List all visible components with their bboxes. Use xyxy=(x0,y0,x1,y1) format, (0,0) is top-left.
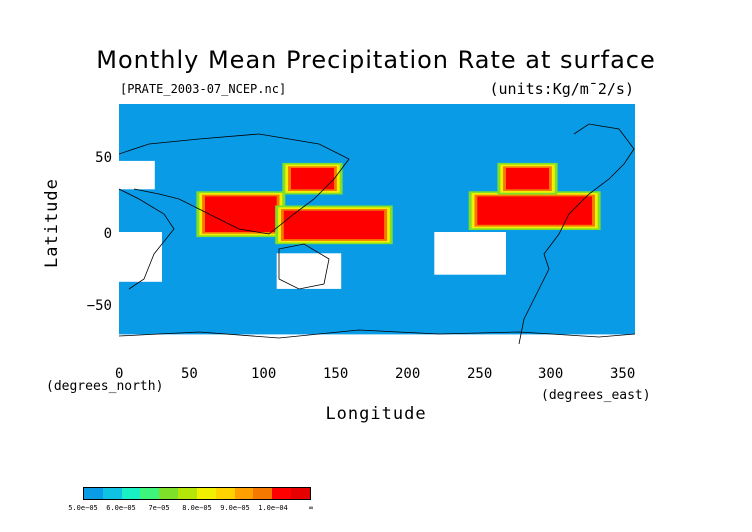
colorbar-label: 8.0e−05 xyxy=(182,504,212,512)
source-file-label: [PRATE_2003-07_NCEP.nc] xyxy=(120,82,287,96)
missing-region xyxy=(119,232,162,282)
precipitation-map xyxy=(119,104,635,360)
colorbar-swatch xyxy=(215,488,235,499)
y-unit-label: (degrees_north) xyxy=(46,379,164,394)
x-tick-100: 100 xyxy=(251,366,277,382)
y-tick-50: 50 xyxy=(95,150,112,166)
heavy-precip-cell xyxy=(477,196,592,225)
y-axis-label: Latitude xyxy=(42,178,62,268)
colorbar-label: ∞ xyxy=(308,504,314,512)
heavy-precip-cell xyxy=(506,168,549,190)
x-tick-300: 300 xyxy=(538,366,564,382)
heavy-precip-cell xyxy=(205,196,277,232)
x-tick-350: 350 xyxy=(610,366,636,382)
missing-region xyxy=(119,160,155,190)
colorbar-label: 9.0e−05 xyxy=(220,504,250,512)
x-tick-150: 150 xyxy=(323,366,349,382)
colorbar-swatch xyxy=(178,488,197,499)
colorbar-swatch xyxy=(121,488,141,499)
x-unit-label: (degrees_east) xyxy=(541,388,651,403)
missing-region xyxy=(276,253,342,289)
colorbar-swatch xyxy=(291,488,310,499)
y-tick-0: 0 xyxy=(103,226,112,242)
coast-africa xyxy=(119,188,175,290)
map-plot xyxy=(119,104,635,360)
heavy-precip-cell xyxy=(283,210,385,240)
x-axis-label: Longitude xyxy=(325,404,427,424)
missing-region xyxy=(119,334,635,360)
x-tick-50: 50 xyxy=(181,366,198,382)
x-tick-0: 0 xyxy=(115,366,124,382)
x-tick-200: 200 xyxy=(395,366,421,382)
precip-cells xyxy=(119,160,635,360)
colorbar-swatch xyxy=(253,488,273,499)
colorbar-swatch xyxy=(272,488,292,499)
missing-region xyxy=(434,232,506,275)
y-tick-minus50: −50 xyxy=(86,298,112,314)
units-label: (units:Kg/m¯2/s) xyxy=(489,80,635,98)
colorbar xyxy=(83,487,311,500)
coast-eurasia xyxy=(119,133,350,235)
colorbar-swatch xyxy=(159,488,179,499)
coast-australia xyxy=(278,243,330,290)
colorbar-label: 1.0e−04 xyxy=(258,504,288,512)
colorbar-label: 5.0e−05 xyxy=(68,504,98,512)
colorbar-label: 6.0e−05 xyxy=(106,504,136,512)
colorbar-swatch xyxy=(102,488,122,499)
colorbar-swatch xyxy=(196,488,216,499)
colorbar-swatch xyxy=(84,488,103,499)
coast-americas xyxy=(518,123,635,345)
heavy-precip-cell xyxy=(291,168,334,190)
chart-title: Monthly Mean Precipitation Rate at surfa… xyxy=(96,46,656,74)
colorbar-label: 7e−05 xyxy=(148,504,170,512)
colorbar-swatch xyxy=(234,488,254,499)
x-tick-250: 250 xyxy=(467,366,493,382)
coast-antarctica xyxy=(119,329,635,339)
coastlines xyxy=(119,123,635,345)
colorbar-swatch xyxy=(140,488,160,499)
